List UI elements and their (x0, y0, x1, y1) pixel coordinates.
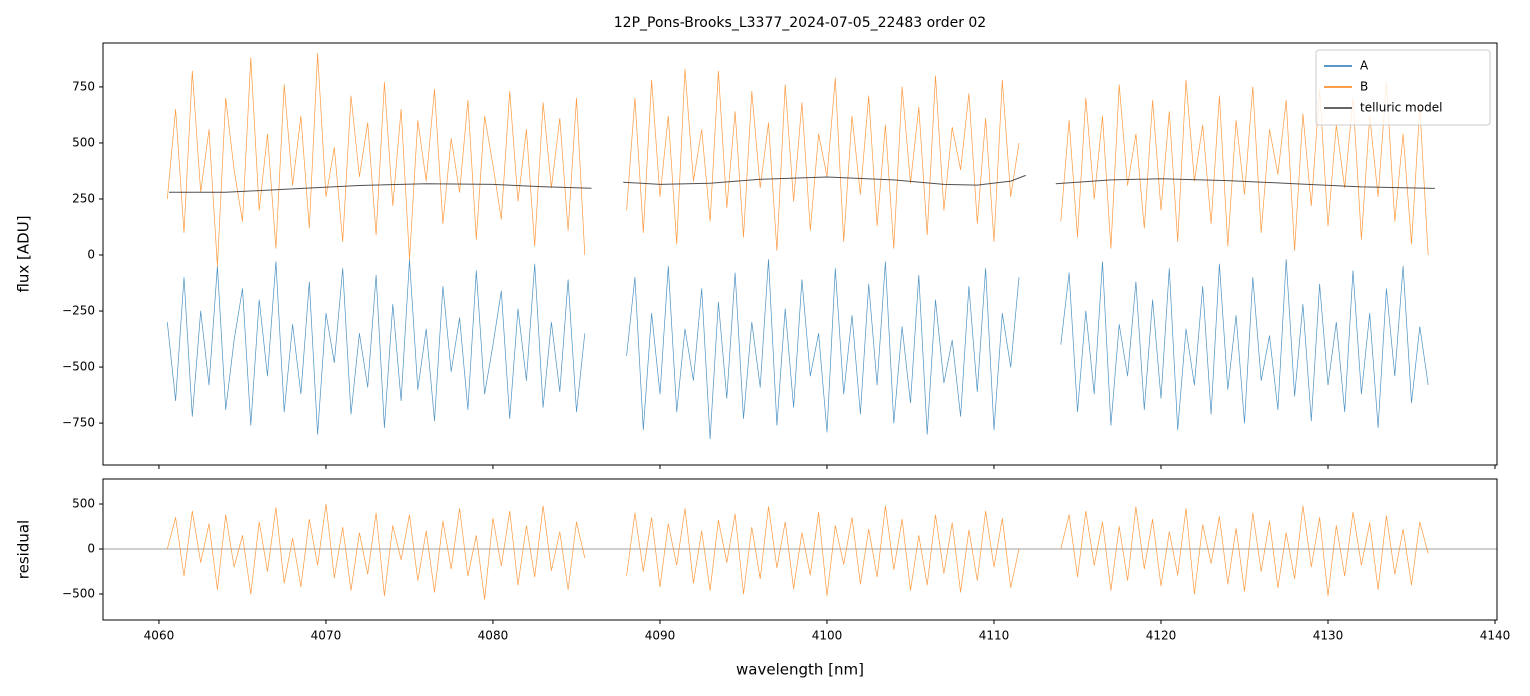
x-tick-label: 4110 (979, 629, 1010, 643)
x-tick-label: 4120 (1146, 629, 1177, 643)
x-tick-label: 4130 (1313, 629, 1344, 643)
plot-lines (103, 503, 1497, 600)
x-axis-label: wavelength [nm] (736, 661, 864, 679)
series-line (166, 52, 1429, 267)
y-axis-label: residual (15, 520, 33, 579)
axes-frame (102, 42, 1498, 466)
x-tick-label: 4100 (812, 629, 843, 643)
x-tick-label: 4090 (645, 629, 676, 643)
y-tick-label: −500 (62, 360, 95, 374)
legend-label: telluric model (1360, 101, 1442, 115)
x-tick-label: 4080 (478, 629, 509, 643)
series-line (169, 174, 1435, 193)
y-tick-label: 750 (72, 79, 95, 93)
y-tick-label: −250 (62, 304, 95, 318)
y-tick-label: 500 (72, 135, 95, 149)
y-tick-label: 0 (87, 542, 95, 556)
axes-frame (102, 478, 1498, 621)
series-line (166, 503, 1429, 600)
plot-lines (166, 52, 1435, 440)
y-tick-label: −500 (62, 586, 95, 600)
series-line (166, 259, 1429, 440)
y-tick-label: 500 (72, 497, 95, 511)
y-tick-label: −750 (62, 416, 95, 430)
x-tick-label: 4060 (144, 629, 175, 643)
chart-title: 12P_Pons-Brooks_L3377_2024-07-05_22483 o… (614, 15, 986, 31)
x-tick-label: 4140 (1480, 629, 1511, 643)
legend-box (1315, 49, 1491, 126)
x-tick-label: 4070 (311, 629, 342, 643)
y-tick-label: 250 (72, 191, 95, 205)
legend-label: A (1360, 59, 1369, 73)
y-axis-label: flux [ADU] (15, 215, 33, 292)
y-tick-label: 0 (87, 248, 95, 262)
legend-label: B (1360, 80, 1368, 94)
